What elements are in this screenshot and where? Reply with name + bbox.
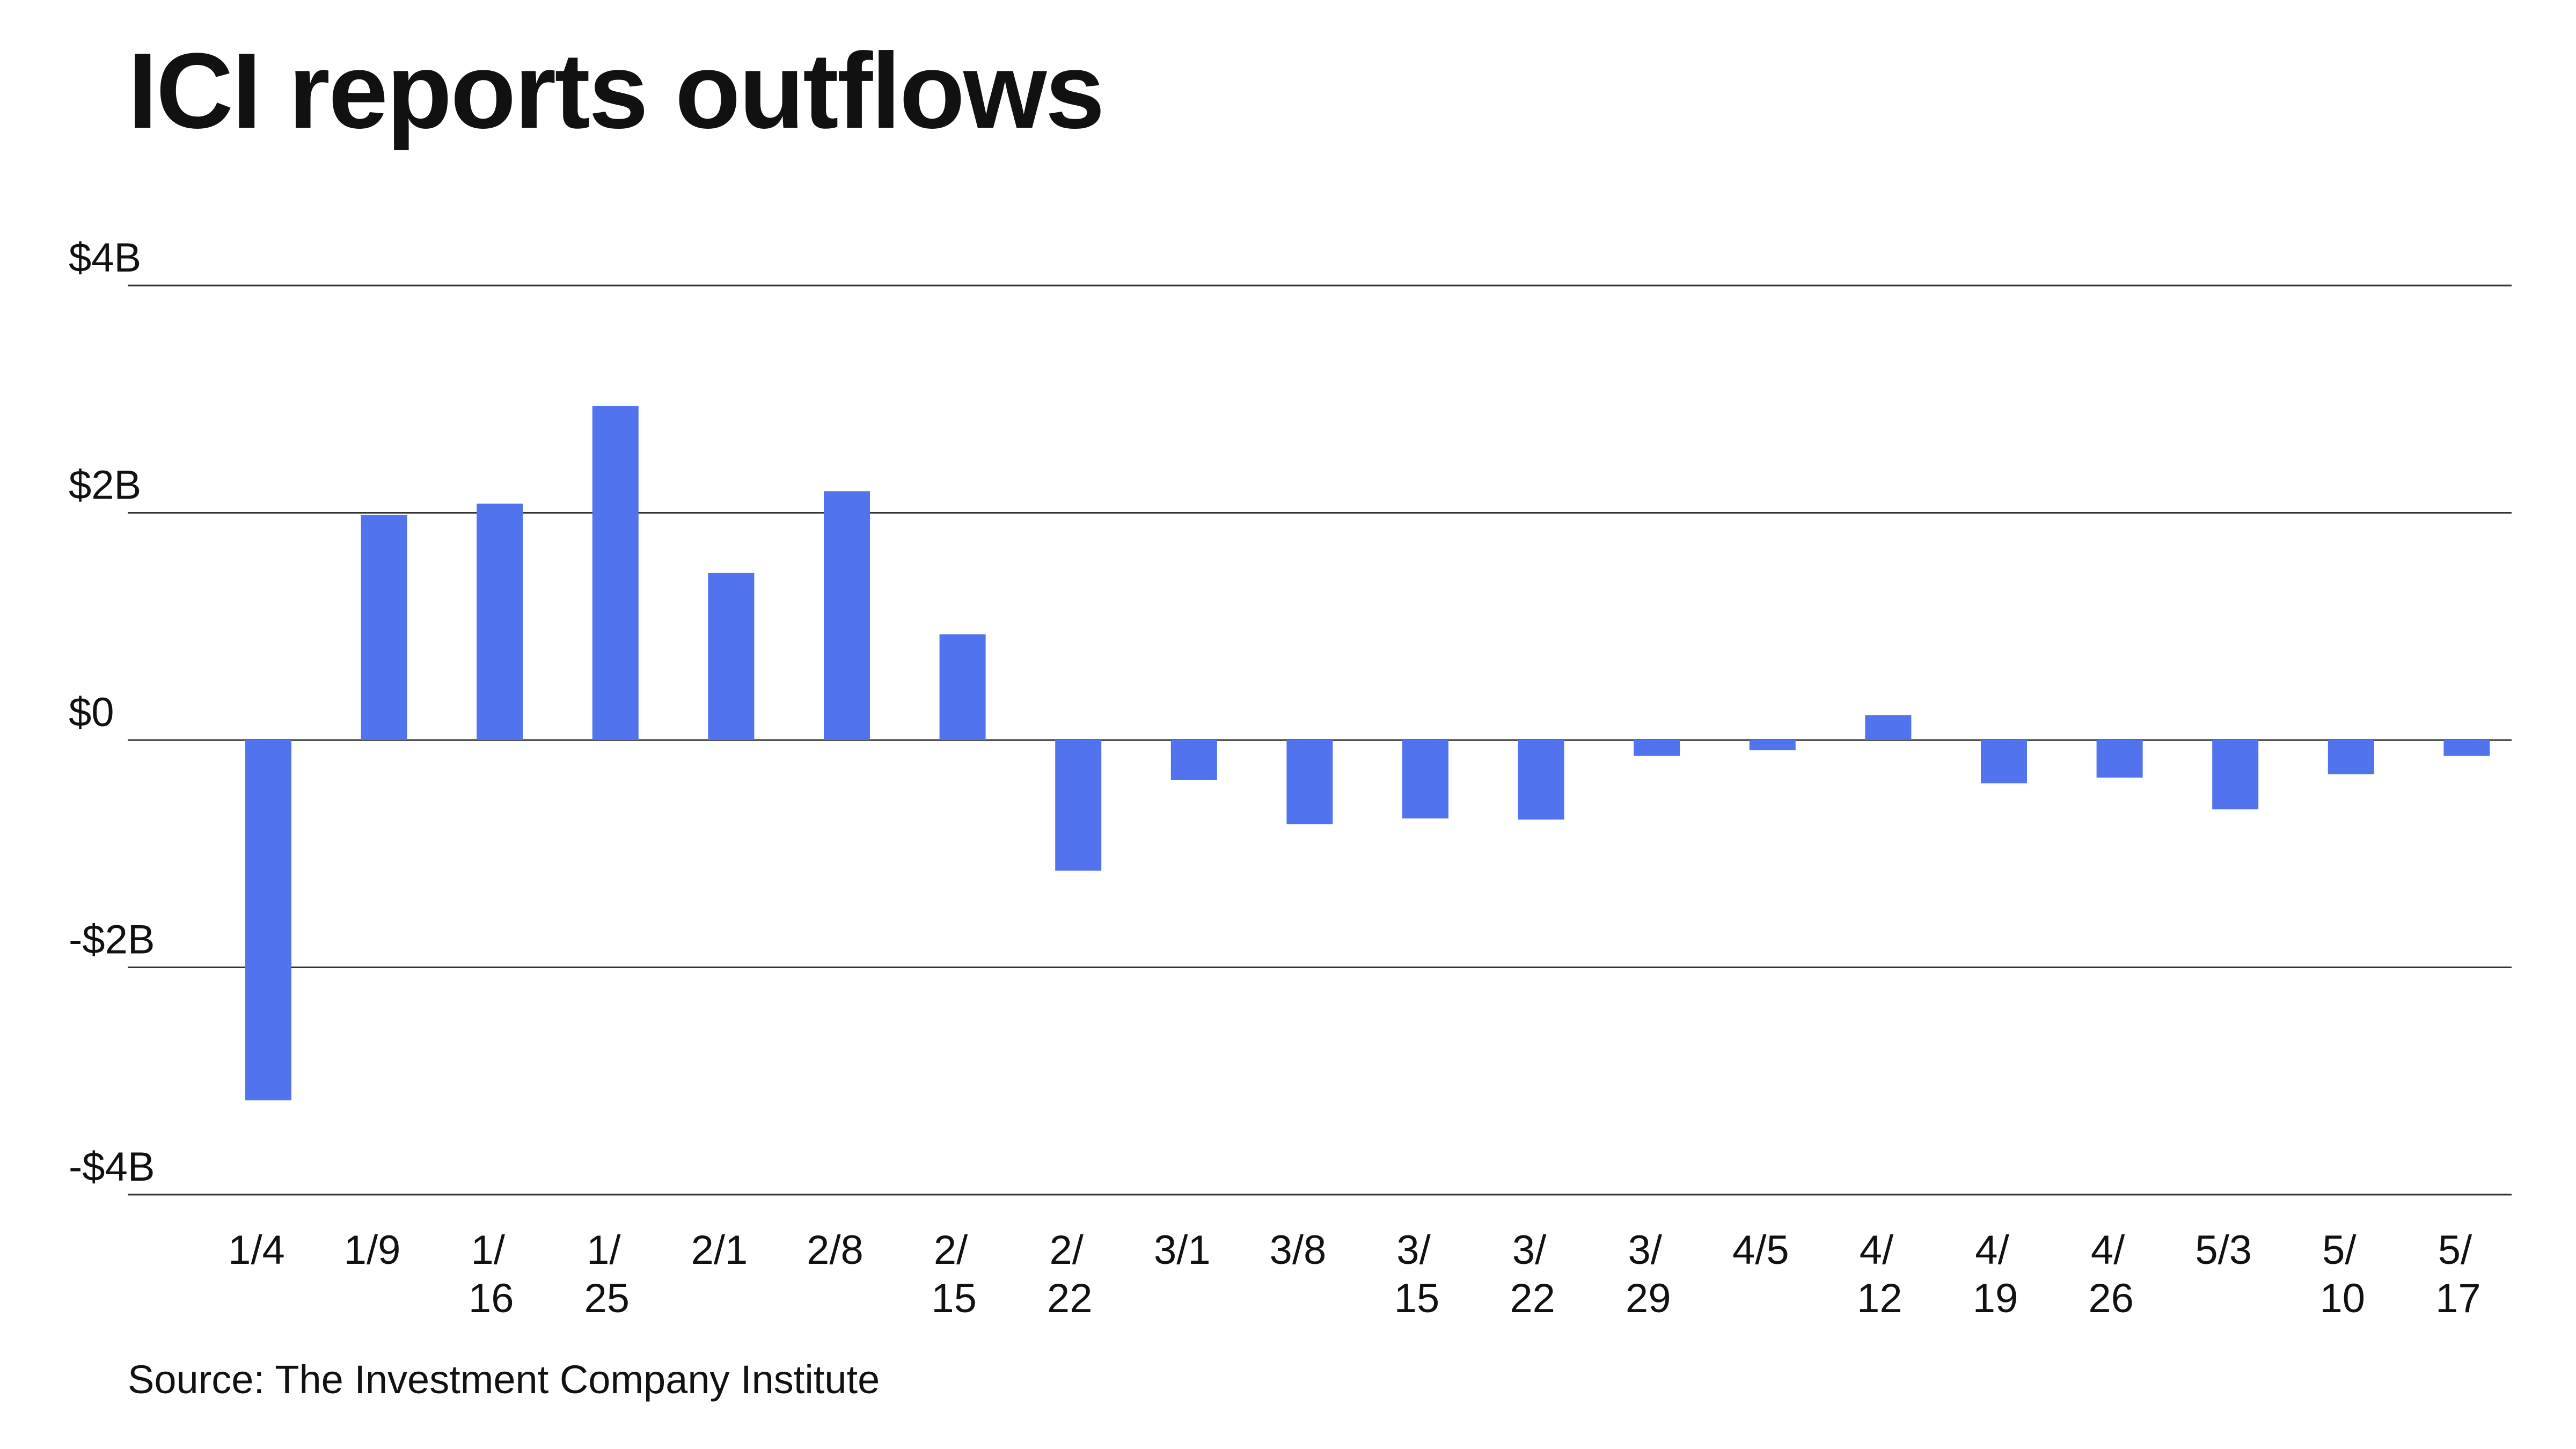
y-tick-label: -$4B	[69, 1144, 155, 1190]
y-tick-label: -$2B	[69, 917, 155, 963]
bar	[2212, 740, 2259, 810]
x-tick-label: 1/9	[344, 1227, 401, 1273]
x-tick-label: 4/5	[1732, 1227, 1789, 1273]
bar	[1286, 740, 1333, 824]
y-tick-label: $0	[69, 690, 114, 735]
x-tick-label: 4/	[1975, 1227, 2009, 1273]
x-axis-tick-labels: 1/4 1/9 1/161/252/1 2/8 2/152/223/1 3/8 3/153/…	[228, 1227, 2481, 1321]
x-tick-label-line2: 12	[1857, 1276, 1902, 1321]
x-tick-label: 5/	[2322, 1227, 2357, 1273]
x-tick-label-line2: 17	[2435, 1276, 2481, 1321]
x-tick-label-line2: 19	[1973, 1276, 2018, 1321]
x-tick-label-line2: 15	[1394, 1276, 1440, 1321]
x-tick-label-line2: 29	[1626, 1276, 1671, 1321]
bar	[939, 634, 986, 740]
bar	[2096, 740, 2143, 778]
x-tick-label: 2/	[934, 1227, 968, 1273]
y-axis-tick-labels: $4B $2B $0 -$2B -$4B	[69, 235, 155, 1190]
y-tick-label: $4B	[69, 235, 141, 281]
x-tick-label: 2/1	[691, 1227, 748, 1273]
bar	[1402, 740, 1448, 819]
x-tick-label: 3/	[1628, 1227, 1663, 1273]
x-tick-label: 5/	[2438, 1227, 2472, 1273]
x-tick-label: 2/8	[807, 1227, 863, 1273]
x-tick-label: 5/3	[2195, 1227, 2252, 1273]
x-tick-label-line2: 26	[2088, 1276, 2134, 1321]
x-tick-label: 3/8	[1270, 1227, 1327, 1273]
x-tick-label-line2: 10	[2320, 1276, 2366, 1321]
bar	[361, 515, 407, 740]
x-tick-label: 3/	[1396, 1227, 1431, 1273]
x-tick-label: 4/	[2091, 1227, 2125, 1273]
x-tick-label: 1/	[471, 1227, 506, 1273]
bar	[592, 406, 639, 740]
bar	[245, 740, 291, 1101]
bar	[1749, 740, 1796, 751]
x-tick-label: 1/	[587, 1227, 621, 1273]
x-tick-label: 3/1	[1154, 1227, 1211, 1273]
bar	[2443, 740, 2490, 756]
bar	[708, 573, 755, 740]
x-tick-label-line2: 22	[1047, 1276, 1093, 1321]
bar	[1634, 740, 1680, 756]
bar	[2328, 740, 2374, 774]
x-tick-label: 1/4	[228, 1227, 285, 1273]
bar	[1055, 740, 1102, 871]
bars	[245, 406, 2490, 1101]
x-tick-label: 4/	[1860, 1227, 1894, 1273]
x-tick-label-line2: 22	[1510, 1276, 1555, 1321]
chart-title: ICI reports outflows	[128, 31, 1105, 151]
bar	[1981, 740, 2027, 784]
y-tick-label: $2B	[69, 463, 141, 508]
bar	[477, 503, 523, 740]
x-tick-label: 3/	[1512, 1227, 1547, 1273]
x-tick-label-line2: 16	[469, 1276, 514, 1321]
bar	[824, 491, 870, 740]
bar	[1518, 740, 1564, 820]
source-note: Source: The Investment Company Institute	[128, 1357, 880, 1402]
bar	[1865, 715, 1912, 740]
x-tick-label-line2: 15	[931, 1276, 977, 1321]
bar	[1170, 740, 1217, 780]
x-tick-label: 2/	[1050, 1227, 1084, 1273]
x-tick-label-line2: 25	[584, 1276, 630, 1321]
